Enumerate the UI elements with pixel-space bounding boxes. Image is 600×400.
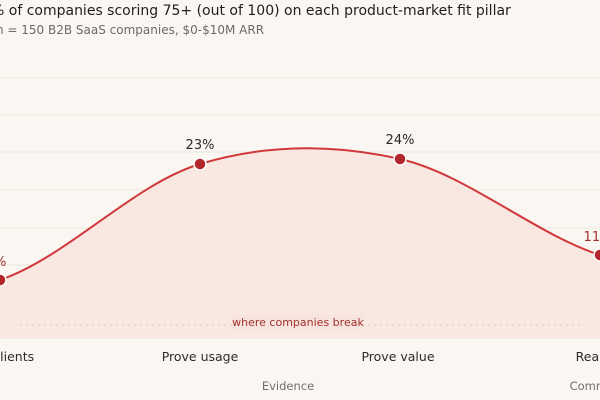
- value-label-2: 23%: [186, 138, 215, 153]
- value-label-1: 7%: [0, 255, 6, 270]
- group-label-1: Evidence: [262, 379, 314, 393]
- category-label-2: Prove usage: [162, 349, 239, 364]
- group-labels: Evidence Commercial: [262, 379, 600, 393]
- category-label-3: Prove value: [361, 349, 434, 364]
- data-points: [0, 152, 600, 287]
- chart-title: % of companies scoring 75+ (out of 100) …: [0, 3, 511, 19]
- category-label-1: Win clients: [0, 349, 34, 364]
- series-line: [0, 147, 600, 281]
- data-point-1: [0, 273, 7, 287]
- data-point-2: [193, 157, 207, 171]
- area-fill: [0, 148, 600, 338]
- data-point-3: [393, 152, 407, 166]
- value-labels: 7% 23% 24% 11%: [0, 133, 600, 270]
- annotation-background: [232, 314, 364, 330]
- category-labels: Win clients Prove usage Prove value Realize: [0, 349, 600, 364]
- chart-subtitle: n = 150 B2B SaaS companies, $0-$10M ARR: [0, 23, 265, 37]
- value-label-3: 24%: [386, 133, 415, 148]
- group-label-2: Commercial: [570, 379, 600, 393]
- value-label-4: 11%: [584, 230, 600, 245]
- category-label-4: Realize: [576, 349, 600, 364]
- data-point-4: [593, 248, 600, 262]
- annotation-label: where companies break: [232, 316, 364, 329]
